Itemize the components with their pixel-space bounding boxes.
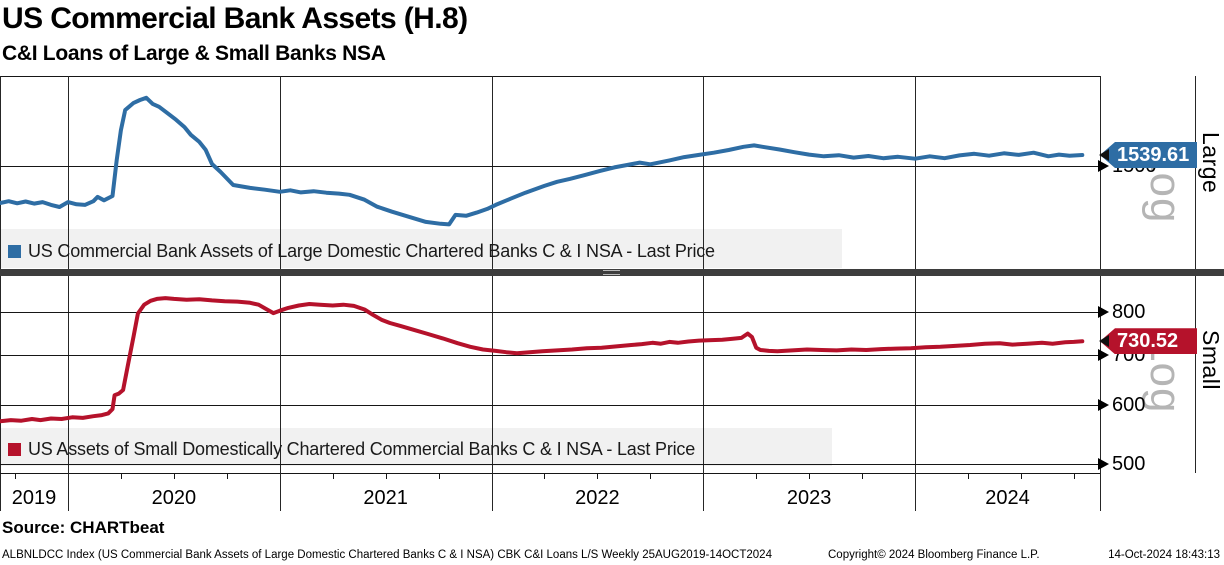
price-series-plot[interactable] [0,0,1100,565]
panel-label-small: Small [1198,330,1224,391]
x-axis-year-label: 2023 [786,487,832,509]
legend-label-small: US Assets of Small Domestically Chartere… [28,439,696,459]
page-title: US Commercial Bank Assets (H.8) [2,2,468,35]
x-axis-line [0,473,1100,474]
ticker-info: ALBNLDCC Index (US Commercial Bank Asset… [2,549,772,561]
plot-right-border [1100,76,1101,511]
minor-tick [597,474,599,479]
plot-top-border [0,76,1100,77]
year-gridline [68,76,69,511]
last-price-badge-small[interactable]: 730.52 [1100,328,1197,355]
source-line: Source: CHARTbeat [2,518,165,537]
y-axis-tick-label: 800 [1112,300,1146,323]
year-gridline [703,76,705,511]
minor-tick [756,474,758,479]
value-gridline [0,311,1100,313]
year-gridline [491,76,493,511]
plot-left-border [0,76,1,511]
axis-tick-arrow-icon [1098,305,1109,318]
axis-tick-arrow-icon [1098,398,1109,411]
minor-tick [226,474,228,479]
badge-arrow-small-icon [1099,335,1109,348]
minor-tick [1020,474,1022,479]
year-gridline [279,76,281,511]
year-gridline [915,76,916,511]
minor-tick [438,474,440,479]
legend-marker-large-icon [8,245,21,258]
x-axis-year-label: 2019 [11,487,57,509]
minor-tick [120,474,122,479]
last-price-badge-large[interactable]: 1539.61 [1100,142,1197,168]
series-line-large [0,95,1085,227]
value-gridline [0,166,1100,167]
axis-tick-arrow-icon [1098,160,1109,172]
label-row-divider [1100,473,1101,511]
minor-tick [385,474,387,479]
minor-tick [544,474,546,479]
minor-tick [15,474,17,479]
legend-entry-small[interactable]: US Assets of Small Domestically Chartere… [8,439,695,460]
x-axis-year-label: 2021 [363,487,408,509]
legend-box-small [1,428,832,466]
panel-divider [0,269,1224,276]
legend-marker-small-icon [8,443,21,456]
minor-tick [650,474,652,479]
badge-arrow-large-icon [1099,149,1109,161]
axis-tick-arrow-icon [1098,457,1109,470]
series-line-small [0,296,1085,424]
axis-tick-arrow-icon [1098,349,1109,361]
y-axis-tick-label: 600 [1112,393,1146,416]
minor-tick [173,474,175,479]
x-axis-year-label: 2024 [985,487,1030,509]
panel-label-large: Large [1198,132,1224,194]
legend-label-large: US Commercial Bank Assets of Large Domes… [28,241,715,261]
copyright-text: Copyright© 2024 Bloomberg Finance L.P. [828,549,1040,561]
timestamp: 14-Oct-2024 18:43:13 [1108,549,1220,561]
value-gridline [0,463,1100,465]
x-axis-year-label: 2022 [575,487,620,509]
y-axis-tick-label: 500 [1112,452,1146,475]
value-gridline [0,355,1100,356]
minor-tick [809,474,811,479]
minor-tick [967,474,969,479]
minor-tick [862,474,864,479]
minor-tick [332,474,334,479]
page-subtitle: C&I Loans of Large & Small Banks NSA [2,42,386,65]
value-gridline [0,404,1100,406]
panel-divider-grip-icon[interactable] [603,270,620,275]
legend-entry-large[interactable]: US Commercial Bank Assets of Large Domes… [8,241,715,262]
legend-box-large [1,229,842,268]
x-axis-year-label: 2020 [151,487,197,509]
minor-tick [1073,474,1075,479]
